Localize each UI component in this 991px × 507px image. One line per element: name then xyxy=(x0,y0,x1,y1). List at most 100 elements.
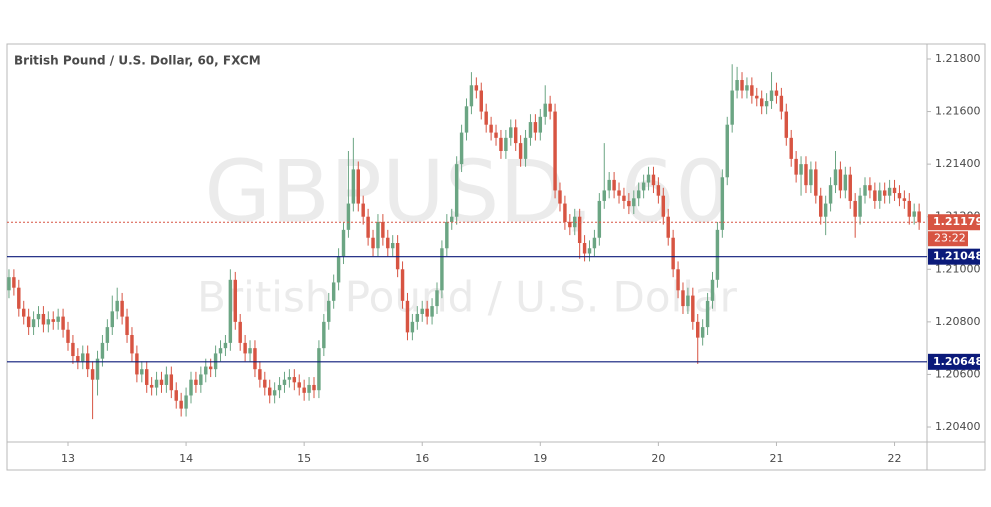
candle-body xyxy=(720,177,725,230)
candle-body xyxy=(184,395,188,409)
candle-body xyxy=(602,190,606,201)
candle-body xyxy=(479,90,483,112)
x-tick-label: 19 xyxy=(533,452,547,465)
candle-body xyxy=(799,164,803,175)
candle-body xyxy=(336,256,341,283)
candle-body xyxy=(302,387,306,393)
candle-body xyxy=(292,377,297,383)
candle-body xyxy=(154,379,159,388)
candle-body xyxy=(440,248,444,291)
candle-body xyxy=(317,348,321,391)
candle-body xyxy=(646,174,651,183)
candle-body xyxy=(376,221,380,249)
y-tick-label: 1.21400 xyxy=(935,157,981,170)
candle-body xyxy=(917,211,921,223)
candle-body xyxy=(558,190,562,204)
countdown-label: 23:22 xyxy=(934,232,966,245)
candle-body xyxy=(651,174,656,186)
candle-body xyxy=(897,193,902,199)
candle-body xyxy=(248,348,252,354)
candle-body xyxy=(46,319,51,325)
candle-body xyxy=(828,185,833,204)
candle-body xyxy=(454,164,459,217)
candle-body xyxy=(199,374,203,385)
candle-body xyxy=(115,300,119,312)
candle-body xyxy=(7,277,11,291)
candle-body xyxy=(568,221,572,228)
candle-body xyxy=(76,356,80,362)
candle-body xyxy=(632,198,636,207)
candle-body xyxy=(100,342,105,359)
candle-body xyxy=(504,137,508,151)
watermark-symbol: GBPUSD, 60 xyxy=(204,142,729,242)
x-tick-label: 21 xyxy=(769,452,783,465)
candle-body xyxy=(912,211,916,217)
y-tick-label: 1.21600 xyxy=(935,105,981,118)
candle-body xyxy=(145,369,149,385)
candle-body xyxy=(351,169,356,204)
candle-body xyxy=(366,216,370,238)
candle-body xyxy=(577,216,582,243)
candle-body xyxy=(282,379,287,385)
candle-body xyxy=(735,80,739,91)
candle-body xyxy=(204,366,208,375)
candle-body xyxy=(779,95,784,112)
candle-body xyxy=(56,316,60,322)
candle-body xyxy=(523,137,528,159)
candle-body xyxy=(553,111,557,191)
countdown-box xyxy=(928,231,968,247)
level-label-box xyxy=(928,248,980,265)
candle-body xyxy=(617,190,621,196)
candle-body xyxy=(878,190,882,201)
candle-body xyxy=(676,269,680,291)
candle-body xyxy=(499,137,503,151)
candle-body xyxy=(587,248,592,254)
candle-body xyxy=(563,203,567,222)
candle-body xyxy=(430,306,434,317)
candle-body xyxy=(179,400,183,409)
candle-body xyxy=(784,111,789,138)
candle-body xyxy=(420,308,424,314)
candle-body xyxy=(814,169,818,196)
candle-body xyxy=(159,379,164,385)
candle-body xyxy=(582,243,587,254)
candle-body xyxy=(81,353,85,362)
candle-body xyxy=(71,342,75,357)
candle-body xyxy=(868,185,872,191)
candle-body xyxy=(804,164,808,186)
candle-body xyxy=(36,313,41,320)
candle-body xyxy=(17,287,21,309)
candle-body xyxy=(135,353,139,375)
candle-body xyxy=(838,169,843,191)
candle-body xyxy=(656,185,661,196)
candle-body xyxy=(750,85,754,96)
candle-body xyxy=(622,195,626,201)
candle-body xyxy=(149,384,154,388)
candle-body xyxy=(263,379,267,388)
candle-body xyxy=(61,316,65,330)
candle-body xyxy=(258,369,262,380)
candle-body xyxy=(218,348,223,354)
y-tick-label: 1.21000 xyxy=(935,262,981,275)
candle-body xyxy=(346,203,351,230)
candle-body xyxy=(607,179,611,191)
candle-body xyxy=(105,327,110,343)
candle-body xyxy=(169,374,174,391)
candle-body xyxy=(489,124,493,133)
candle-body xyxy=(819,195,823,217)
candle-body xyxy=(597,200,602,238)
candle-body xyxy=(681,290,685,307)
candle-body xyxy=(853,200,857,217)
candle-body xyxy=(415,313,420,322)
candle-body xyxy=(277,384,282,391)
x-tick-label: 15 xyxy=(297,452,311,465)
level-label: 1.20648 xyxy=(933,355,983,368)
candle-body xyxy=(887,187,892,196)
candle-body xyxy=(272,390,277,396)
candle-body xyxy=(848,174,852,201)
candle-body xyxy=(636,190,641,199)
candle-body xyxy=(882,190,887,196)
watermark-description: British Pound / U.S. Dollar xyxy=(197,273,738,322)
candle-body xyxy=(95,358,100,380)
